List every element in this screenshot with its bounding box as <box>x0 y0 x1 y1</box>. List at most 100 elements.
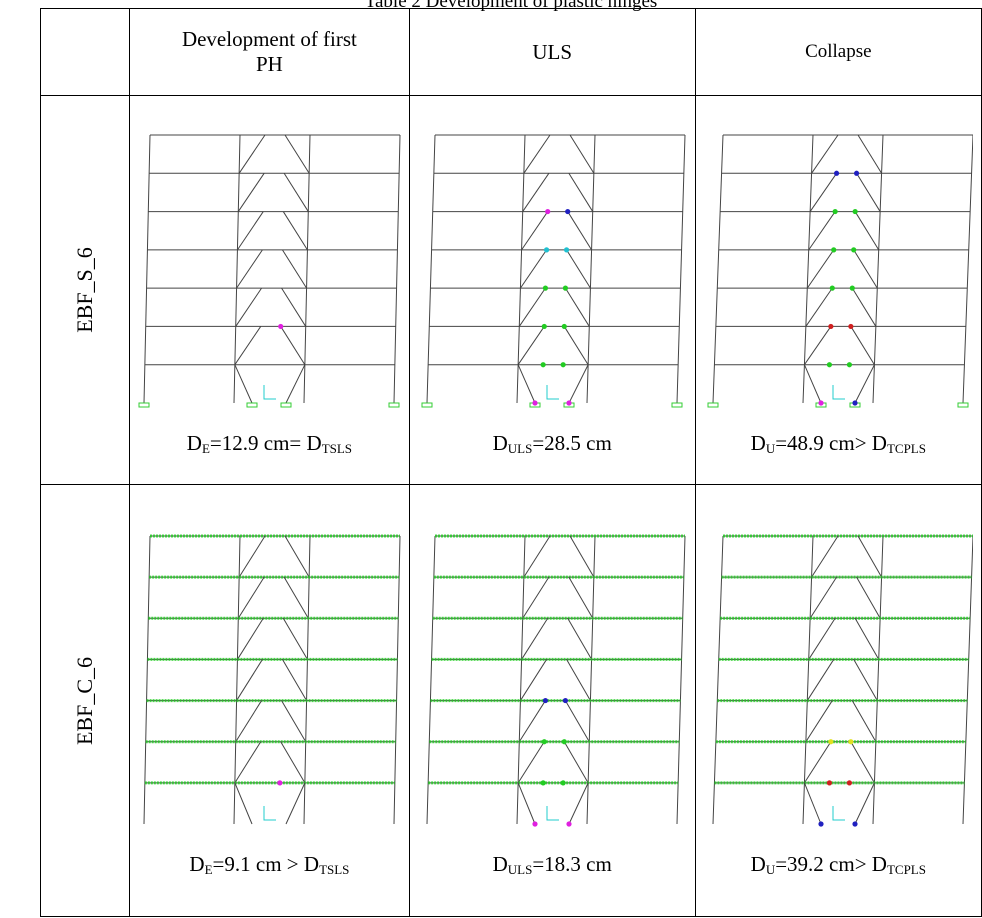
frame-cell: DU=39.2 cm> DTCPLS <box>694 484 982 917</box>
support <box>280 402 292 408</box>
brace <box>517 326 545 365</box>
brace <box>853 658 879 701</box>
caption-text: D <box>492 431 508 455</box>
caption-subscript: ULS <box>507 441 533 456</box>
frame-cell: DU=48.9 cm> DTCPLS <box>694 95 982 485</box>
axis-icon <box>832 805 846 820</box>
axis-icon <box>263 805 277 820</box>
support <box>671 402 683 408</box>
column <box>393 134 401 404</box>
caption-text: D <box>492 851 508 876</box>
caption-subscript: U <box>765 441 776 456</box>
plastic-hinge <box>829 285 836 291</box>
plastic-hinge <box>543 697 549 703</box>
plastic-hinge <box>541 738 548 744</box>
brace <box>519 699 547 742</box>
brace <box>522 173 550 212</box>
brace <box>521 211 549 251</box>
plastic-hinge <box>544 247 550 253</box>
brace <box>804 326 832 365</box>
caption-subscript: U <box>765 861 776 877</box>
frame-drawing <box>143 534 401 824</box>
plastic-hinge <box>852 208 859 215</box>
column <box>393 535 401 824</box>
brace <box>281 287 307 327</box>
brace <box>568 364 589 404</box>
column <box>516 134 526 404</box>
column <box>143 134 151 404</box>
column <box>426 535 436 824</box>
brace <box>852 699 877 742</box>
brace <box>810 173 838 212</box>
brace <box>285 364 306 404</box>
frame-cell: DE=12.9 cm= DTSLS <box>129 95 410 485</box>
brace <box>810 576 838 619</box>
brace <box>854 364 876 404</box>
brace <box>808 617 836 660</box>
plastic-hinge <box>847 779 853 785</box>
column <box>712 134 724 404</box>
brace <box>282 249 308 289</box>
caption-text: =9.1 cm > D <box>212 851 320 876</box>
brace <box>517 364 536 404</box>
brace <box>850 740 876 783</box>
support <box>138 402 150 408</box>
brace <box>239 535 266 577</box>
brace <box>234 740 262 783</box>
brace <box>568 173 594 212</box>
plastic-hinge <box>564 247 570 253</box>
plastic-hinge <box>560 779 566 785</box>
column <box>143 535 151 824</box>
plastic-hinge <box>565 208 571 215</box>
frame-drawing <box>138 134 401 408</box>
plastic-hinge <box>828 323 834 330</box>
plastic-hinge <box>560 362 566 368</box>
brace <box>235 699 263 742</box>
plastic-hinge <box>541 323 548 330</box>
plastic-hinge <box>532 820 538 827</box>
brace <box>285 782 306 824</box>
plastic-hinge <box>818 400 824 406</box>
brace <box>569 134 595 174</box>
header-cell: ULS <box>408 8 696 96</box>
frame-cell: DULS=18.3 cm <box>408 484 696 917</box>
frame-drawing <box>712 534 974 827</box>
brace <box>567 211 593 251</box>
column <box>233 535 241 824</box>
caption-subscript: TSLS <box>319 861 350 877</box>
caption-subscript: E <box>201 441 210 456</box>
row-label-cell: EBF_S_6 <box>39 95 131 485</box>
brace <box>807 658 835 701</box>
caption-text: =12.9 cm= D <box>209 431 322 455</box>
brace <box>855 211 880 251</box>
brace <box>857 535 883 577</box>
brace <box>852 287 877 327</box>
brace <box>568 782 589 824</box>
column <box>586 535 596 824</box>
plastic-hinge <box>540 362 546 368</box>
caption-subscript: ULS <box>507 861 533 877</box>
axis-icon <box>546 805 560 820</box>
row-label: EBF_C_6 <box>72 656 98 745</box>
column <box>802 535 814 824</box>
brace <box>236 658 264 701</box>
caption-text: =18.3 cm <box>532 851 612 876</box>
hinge-table: Development of first PH ULS Collapse EBF… <box>39 8 982 917</box>
brace <box>565 699 590 742</box>
header-cell: Collapse <box>694 8 982 96</box>
frame-drawing <box>421 134 686 408</box>
brace <box>804 364 822 404</box>
support <box>388 402 400 408</box>
plastic-hinge <box>851 247 857 253</box>
plastic-hinge <box>852 400 858 406</box>
brace <box>804 740 832 783</box>
brace <box>234 782 253 824</box>
corner-cell <box>39 8 131 96</box>
brace <box>808 211 836 251</box>
drift-caption: DU=39.2 cm> DTCPLS <box>696 852 981 878</box>
drift-caption: DE=12.9 cm= DTSLS <box>130 431 409 457</box>
caption-text: D <box>189 851 205 876</box>
brace <box>854 782 876 824</box>
column <box>676 535 686 824</box>
brace <box>856 576 881 619</box>
